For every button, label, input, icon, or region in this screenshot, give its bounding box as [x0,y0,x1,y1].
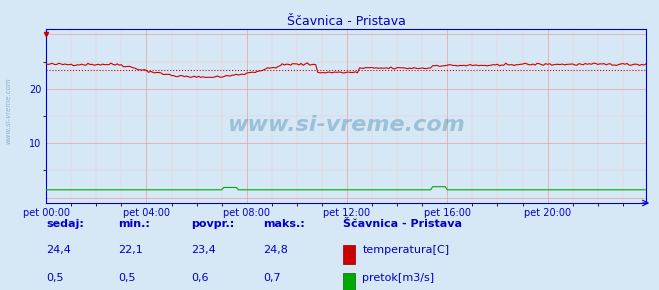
Text: 22,1: 22,1 [119,245,144,255]
Text: sedaj:: sedaj: [46,219,84,229]
Text: temperatura[C]: temperatura[C] [362,245,449,255]
Text: povpr.:: povpr.: [191,219,235,229]
Text: pretok[m3/s]: pretok[m3/s] [362,273,434,282]
Text: www.si-vreme.com: www.si-vreme.com [227,115,465,135]
Text: 0,5: 0,5 [119,273,136,282]
Text: maks.:: maks.: [264,219,305,229]
Text: 24,4: 24,4 [46,245,71,255]
Text: 24,8: 24,8 [264,245,289,255]
Text: min.:: min.: [119,219,150,229]
Text: 23,4: 23,4 [191,245,216,255]
Text: 0,6: 0,6 [191,273,209,282]
Text: Ščavnica - Pristava: Ščavnica - Pristava [343,219,462,229]
Text: 0,7: 0,7 [264,273,281,282]
Title: Ščavnica - Pristava: Ščavnica - Pristava [287,15,405,28]
Text: 0,5: 0,5 [46,273,64,282]
Text: www.si-vreme.com: www.si-vreme.com [5,77,11,144]
